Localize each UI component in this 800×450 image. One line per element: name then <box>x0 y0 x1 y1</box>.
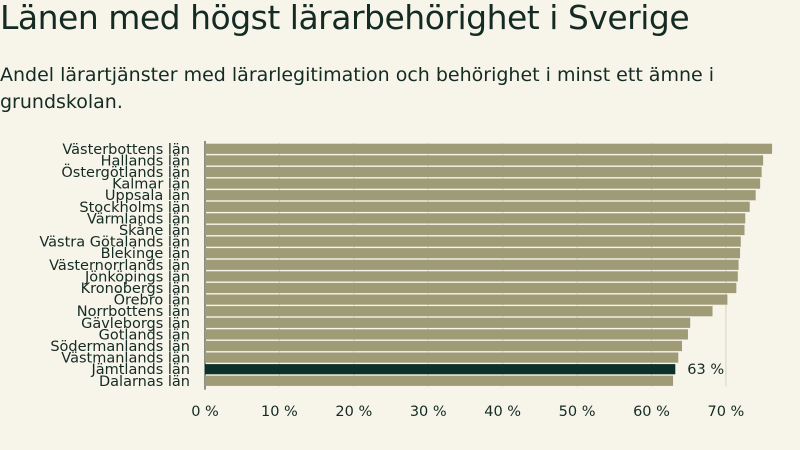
bar <box>205 306 713 317</box>
bar <box>205 143 773 154</box>
category-label: Gotlands län <box>99 327 190 343</box>
bar <box>205 236 741 247</box>
bar <box>205 190 756 201</box>
bar <box>205 317 691 328</box>
x-tick-label: 0 % <box>191 404 219 420</box>
bar <box>205 271 738 282</box>
category-label: Västmanlands län <box>61 351 190 367</box>
x-tick-label: 30 % <box>410 404 447 420</box>
bar <box>205 294 728 305</box>
category-label: Norrbottens län <box>77 304 190 320</box>
bar <box>205 178 761 189</box>
category-label: Västerbottens län <box>62 142 190 158</box>
bar <box>205 166 762 178</box>
category-label: Östergötlands län <box>61 163 190 181</box>
category-label: Kronobergs län <box>81 281 190 297</box>
x-tick-label: 70 % <box>707 404 744 420</box>
bar <box>205 352 679 363</box>
x-axis-ticks: 0 % 10 % 20 % 30 % 40 % 50 % 60 % 70 % <box>191 404 744 420</box>
bars <box>205 143 773 386</box>
bar <box>205 282 737 294</box>
bar <box>205 224 745 236</box>
annotations: 63 % <box>687 362 724 378</box>
category-label: Dalarnas län <box>99 374 190 390</box>
bar <box>205 248 741 259</box>
x-tick-label: 20 % <box>335 404 372 420</box>
highlight-value-label: 63 % <box>687 362 724 378</box>
bar <box>205 340 683 352</box>
category-label: Uppsala län <box>105 188 190 204</box>
category-label: Södermanlands län <box>50 339 190 355</box>
category-label: Jämtlands län <box>90 362 190 378</box>
chart-title: Länen med högst lärarbehörighet i Sverig… <box>0 0 690 37</box>
chart-subtitle: Andel lärartjänster med lärarlegitimatio… <box>0 64 715 113</box>
x-tick-label: 10 % <box>261 404 298 420</box>
x-tick-label: 40 % <box>484 404 521 420</box>
category-label: Stockholms län <box>79 200 190 216</box>
x-tick-label: 60 % <box>633 404 670 420</box>
category-label: Hallands län <box>101 153 190 169</box>
category-label: Västernorrlands län <box>49 258 190 274</box>
bar <box>205 213 746 224</box>
category-label: Jönköpings län <box>84 269 190 285</box>
category-label: Värmlands län <box>87 211 190 227</box>
bar <box>205 375 674 386</box>
bar <box>205 329 688 340</box>
category-label: Kalmar län <box>112 177 190 193</box>
category-label: Gävleborgs län <box>81 316 190 332</box>
category-label: Skåne län <box>119 222 190 239</box>
category-label: Örebro län <box>114 291 190 309</box>
bar <box>205 155 764 166</box>
category-label: Blekinge län <box>101 246 190 262</box>
bar <box>205 201 750 212</box>
category-label: Västra Götalands län <box>39 235 190 251</box>
x-tick-label: 50 % <box>559 404 596 420</box>
bar <box>205 259 739 270</box>
bar <box>205 364 676 375</box>
